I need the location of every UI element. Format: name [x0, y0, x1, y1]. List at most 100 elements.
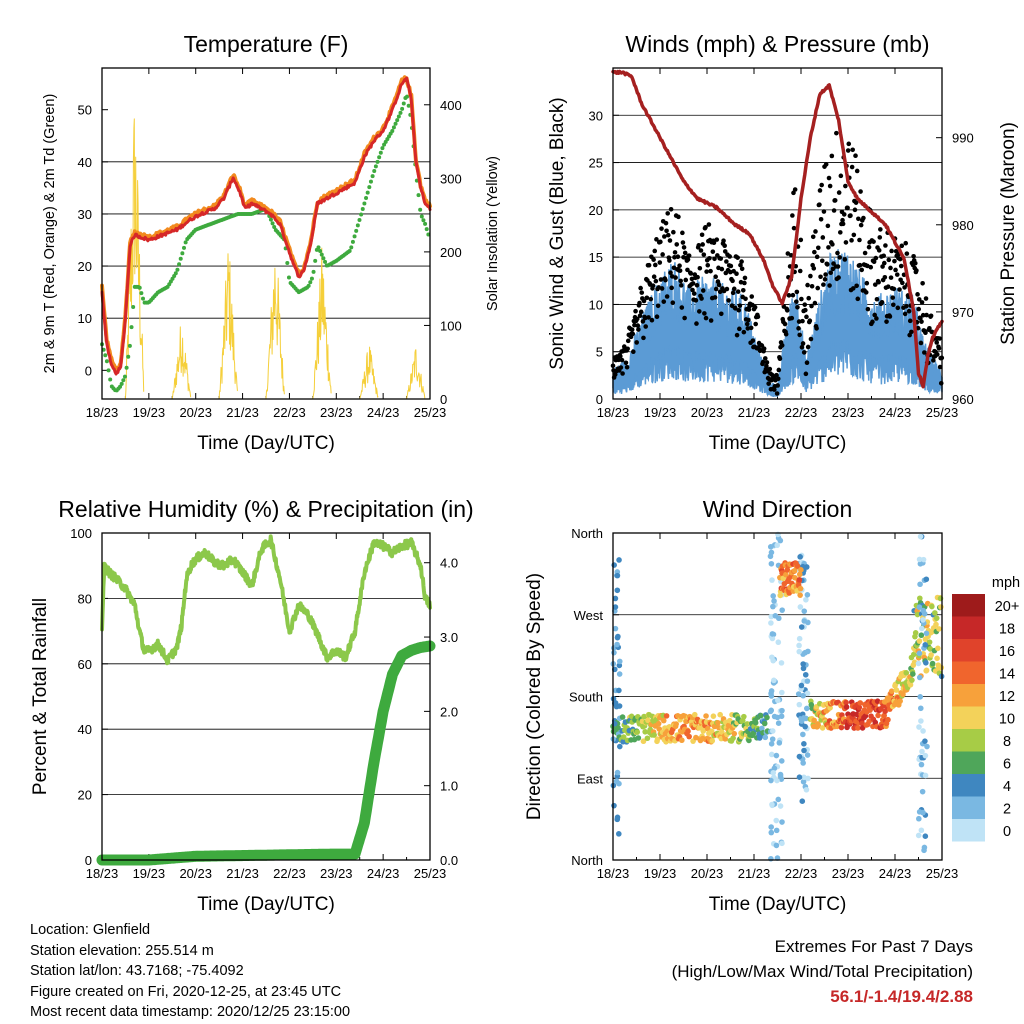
- colorbar-swatch: [952, 594, 985, 617]
- dewpoint-point: [405, 94, 410, 99]
- gust-point: [915, 292, 920, 297]
- y-tick-label: 15: [589, 250, 603, 265]
- direction-point: [777, 537, 784, 544]
- direction-point: [696, 725, 703, 731]
- dewpoint-point: [126, 354, 131, 359]
- direction-point: [730, 735, 736, 741]
- gust-point: [718, 256, 724, 261]
- direction-point: [769, 577, 775, 583]
- pressure-line: [611, 69, 944, 389]
- gust-point: [724, 286, 730, 292]
- direction-point: [700, 728, 707, 734]
- gust-point: [879, 299, 885, 305]
- direction-point: [926, 639, 933, 645]
- dewpoint-point: [357, 217, 362, 222]
- gust-point: [894, 272, 900, 277]
- solar-spike: [171, 326, 192, 400]
- gust-point: [674, 242, 680, 247]
- gust-point: [850, 147, 855, 153]
- gust-point: [750, 338, 756, 343]
- gust-point: [668, 270, 673, 276]
- gust-point: [846, 141, 852, 147]
- direction-point: [932, 610, 938, 616]
- y-tick-label: 60: [78, 657, 92, 672]
- gust-point: [695, 274, 700, 280]
- direction-point: [917, 561, 924, 567]
- gust-point: [717, 289, 723, 295]
- direction-point: [912, 629, 919, 636]
- gust-point: [809, 283, 815, 289]
- dewpoint-point: [401, 101, 406, 106]
- direction-point: [614, 572, 621, 579]
- direction-point: [635, 735, 642, 741]
- gust-point: [808, 336, 814, 342]
- x-tick-label: 18/23: [597, 866, 630, 881]
- gust-point: [810, 234, 816, 240]
- gust-point: [805, 344, 811, 350]
- y-axis-label: Percent & Total Rainfall: [30, 598, 51, 795]
- gust-point: [663, 277, 668, 283]
- direction-point: [916, 604, 923, 610]
- gust-point: [798, 237, 804, 243]
- gust-point: [815, 285, 821, 291]
- direction-point: [800, 715, 807, 721]
- gust-point: [749, 294, 755, 299]
- gust-point: [721, 238, 726, 244]
- y-tick-label: 10: [78, 311, 92, 326]
- y-tick-label: 30: [589, 108, 603, 123]
- solar-series: [124, 118, 426, 400]
- gust-point: [697, 265, 703, 271]
- gust-point: [876, 248, 882, 253]
- x-tick-label: 19/23: [644, 866, 677, 881]
- direction-point: [798, 567, 804, 573]
- direction-point: [843, 699, 849, 706]
- direction-point: [922, 738, 928, 744]
- gust-point: [886, 257, 892, 263]
- gust-point: [858, 222, 864, 228]
- dewpoint-point: [129, 325, 134, 330]
- direction-point: [867, 707, 873, 713]
- gust-point: [710, 249, 716, 254]
- direction-point: [922, 833, 929, 839]
- gust-point: [854, 283, 859, 289]
- direction-point: [874, 698, 881, 704]
- dewpoint-point: [352, 234, 357, 239]
- gust-point: [637, 300, 642, 306]
- gust-point: [872, 312, 877, 318]
- direction-point: [761, 720, 768, 727]
- gust-point: [880, 264, 885, 269]
- y-tick-label: 20: [589, 203, 603, 218]
- gust-point: [726, 298, 731, 303]
- panel-3-title: Relative Humidity (%) & Precipitation (i…: [58, 496, 473, 522]
- direction-point: [784, 567, 791, 573]
- direction-point: [797, 592, 803, 598]
- gust-point: [918, 340, 924, 346]
- dewpoint-point: [104, 359, 109, 364]
- direction-point: [768, 620, 774, 626]
- direction-point: [611, 649, 617, 656]
- direction-point: [923, 576, 930, 583]
- gust-point: [903, 240, 909, 246]
- dewpoint-point: [272, 224, 277, 229]
- gust-point: [889, 248, 894, 254]
- direction-point: [673, 721, 679, 727]
- gust-point: [624, 364, 630, 370]
- direction-point: [796, 774, 803, 780]
- direction-point: [773, 827, 780, 834]
- direction-point: [778, 758, 785, 764]
- gust-point: [743, 296, 748, 302]
- colorbar-swatch: [952, 819, 985, 842]
- direction-point: [778, 660, 785, 666]
- direction-point: [774, 542, 781, 549]
- y2-tick-label: 300: [440, 171, 462, 186]
- x-tick-label: 23/23: [320, 405, 353, 420]
- direction-point: [924, 743, 930, 750]
- gust-point: [703, 224, 708, 230]
- gust-point: [634, 340, 639, 345]
- y2-tick-label: 400: [440, 98, 462, 113]
- direction-point: [866, 718, 872, 725]
- direction-point: [796, 635, 803, 642]
- gust-point: [874, 316, 879, 321]
- direction-point: [859, 725, 866, 731]
- gust-point: [899, 243, 905, 249]
